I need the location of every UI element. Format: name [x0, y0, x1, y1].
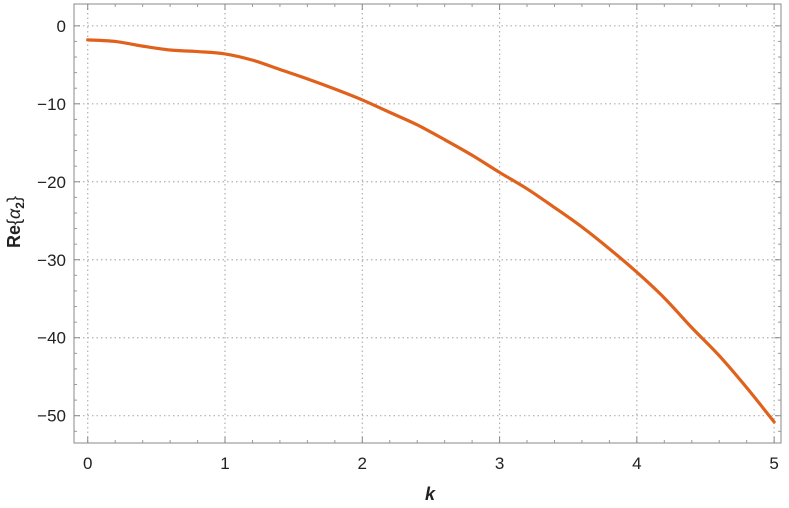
plot-frame: [73, 3, 782, 444]
y-axis-label-symbol: α: [4, 208, 24, 219]
x-tick-label: 0: [83, 454, 92, 473]
axis-ticks: [74, 4, 781, 443]
y-axis-label-close-brace: }: [4, 196, 24, 202]
y-tick-label: −30: [37, 251, 66, 270]
series-line: [86, 38, 776, 424]
grid: [74, 4, 781, 443]
x-tick-label: 1: [220, 454, 229, 473]
y-tick-label: −40: [37, 329, 66, 348]
x-tick-label: 2: [358, 454, 367, 473]
x-axis-label: k: [425, 484, 436, 504]
y-axis-label-subscript: 2: [13, 202, 27, 209]
x-tick-labels: 0 1 2 3 4 5: [83, 454, 779, 473]
y-tick-label: −10: [37, 95, 66, 114]
series-group: [86, 38, 776, 424]
y-axis-label: Re{α2}: [4, 196, 27, 248]
y-tick-label: −20: [37, 173, 66, 192]
x-tick-label: 3: [495, 454, 504, 473]
y-tick-label: −50: [37, 407, 66, 426]
y-axis-label-open-brace: {: [4, 219, 24, 225]
x-tick-label: 5: [769, 454, 778, 473]
y-tick-label: 0: [57, 17, 66, 36]
x-tick-label: 4: [632, 454, 641, 473]
y-axis-label-prefix: Re: [4, 225, 24, 248]
y-tick-labels: 0 −10 −20 −30 −40 −50: [37, 17, 66, 426]
